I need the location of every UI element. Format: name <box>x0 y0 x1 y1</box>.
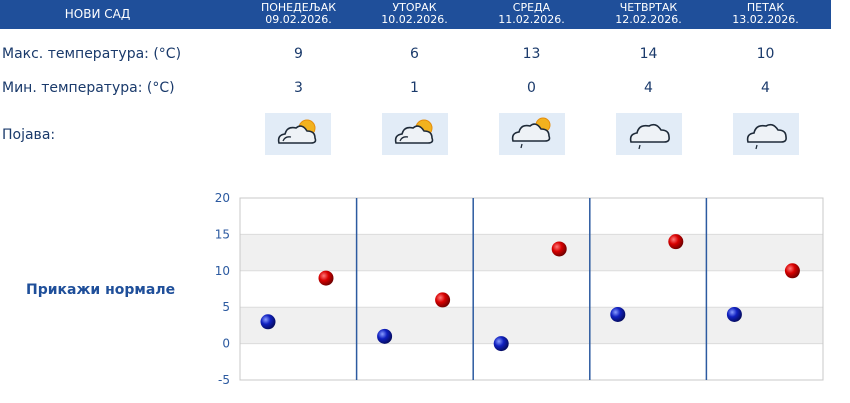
max-temp-label: Макс. температура: (°C) <box>2 46 182 62</box>
max-temp-value: 6 <box>410 46 419 62</box>
max-temp-value: 13 <box>522 46 541 62</box>
min-temp-value: 0 <box>527 80 536 96</box>
phenomenon-label: Појава: <box>2 127 56 143</box>
max-temp-point <box>551 241 567 257</box>
chart-band <box>240 307 823 344</box>
sun-cloud-rain-icon <box>499 113 565 155</box>
day-name: СРЕДА <box>512 1 551 14</box>
max-temp-point <box>784 263 800 279</box>
day-date: 11.02.2026. <box>498 13 565 26</box>
min-temp-label: Мин. температура: (°C) <box>2 80 175 96</box>
min-temp-value: 3 <box>294 80 303 96</box>
min-temp-point <box>260 314 276 330</box>
min-temp-value: 4 <box>644 80 653 96</box>
min-temp-value: 4 <box>761 80 770 96</box>
max-temp-value: 10 <box>756 46 775 62</box>
min-temp-point <box>726 306 742 322</box>
max-temp-point <box>668 234 684 250</box>
sun-cloud-icon <box>265 113 331 155</box>
day-header-3: СРЕДА 11.02.2026. <box>473 0 590 31</box>
cloud-rain-icon <box>733 113 799 155</box>
day-date: 10.02.2026. <box>381 13 448 26</box>
plot-frame <box>239 197 824 381</box>
day-name: ЧЕТВРТАК <box>619 1 678 14</box>
day-name: ПЕТАК <box>746 1 785 14</box>
day-date: 12.02.2026. <box>615 13 682 26</box>
max-temp-point <box>435 292 451 308</box>
y-tick-label: -5 <box>218 373 230 387</box>
max-temp-value: 14 <box>639 46 658 62</box>
day-header-5: ПЕТАК 13.02.2026. <box>707 0 824 31</box>
min-temp-point <box>610 306 626 322</box>
y-tick-label: 0 <box>222 337 230 351</box>
day-date: 13.02.2026. <box>732 13 799 26</box>
day-header-2: УТОРАК 10.02.2026. <box>356 0 473 31</box>
city-name: НОВИ САД <box>64 7 131 21</box>
max-temp-point <box>318 270 334 286</box>
min-temp-point <box>377 328 393 344</box>
cloud-rain-icon <box>616 113 682 155</box>
max-temp-value: 9 <box>294 46 303 62</box>
sun-cloud-icon <box>382 113 448 155</box>
min-temp-value: 1 <box>410 80 419 96</box>
temperature-chart: 20 15 10 5 0 -5 <box>215 191 824 387</box>
day-header-1: ПОНЕДЕЉАК 09.02.2026. <box>240 0 357 31</box>
min-temp-point <box>493 336 509 352</box>
day-header-4: ЧЕТВРТАК 12.02.2026. <box>590 0 707 31</box>
day-name: УТОРАК <box>392 1 437 14</box>
day-date: 09.02.2026. <box>265 13 332 26</box>
chart-band <box>240 234 823 271</box>
forecast-header: НОВИ САД ПОНЕДЕЉАК 09.02.2026. УТОРАК 10.0… <box>0 0 831 29</box>
y-tick-label: 15 <box>215 227 230 241</box>
y-tick-label: 5 <box>222 300 230 314</box>
day-name: ПОНЕДЕЉАК <box>260 1 337 14</box>
show-normals-link[interactable]: Прикажи нормале <box>26 282 176 298</box>
y-tick-label: 10 <box>215 264 230 278</box>
y-tick-label: 20 <box>215 191 230 205</box>
